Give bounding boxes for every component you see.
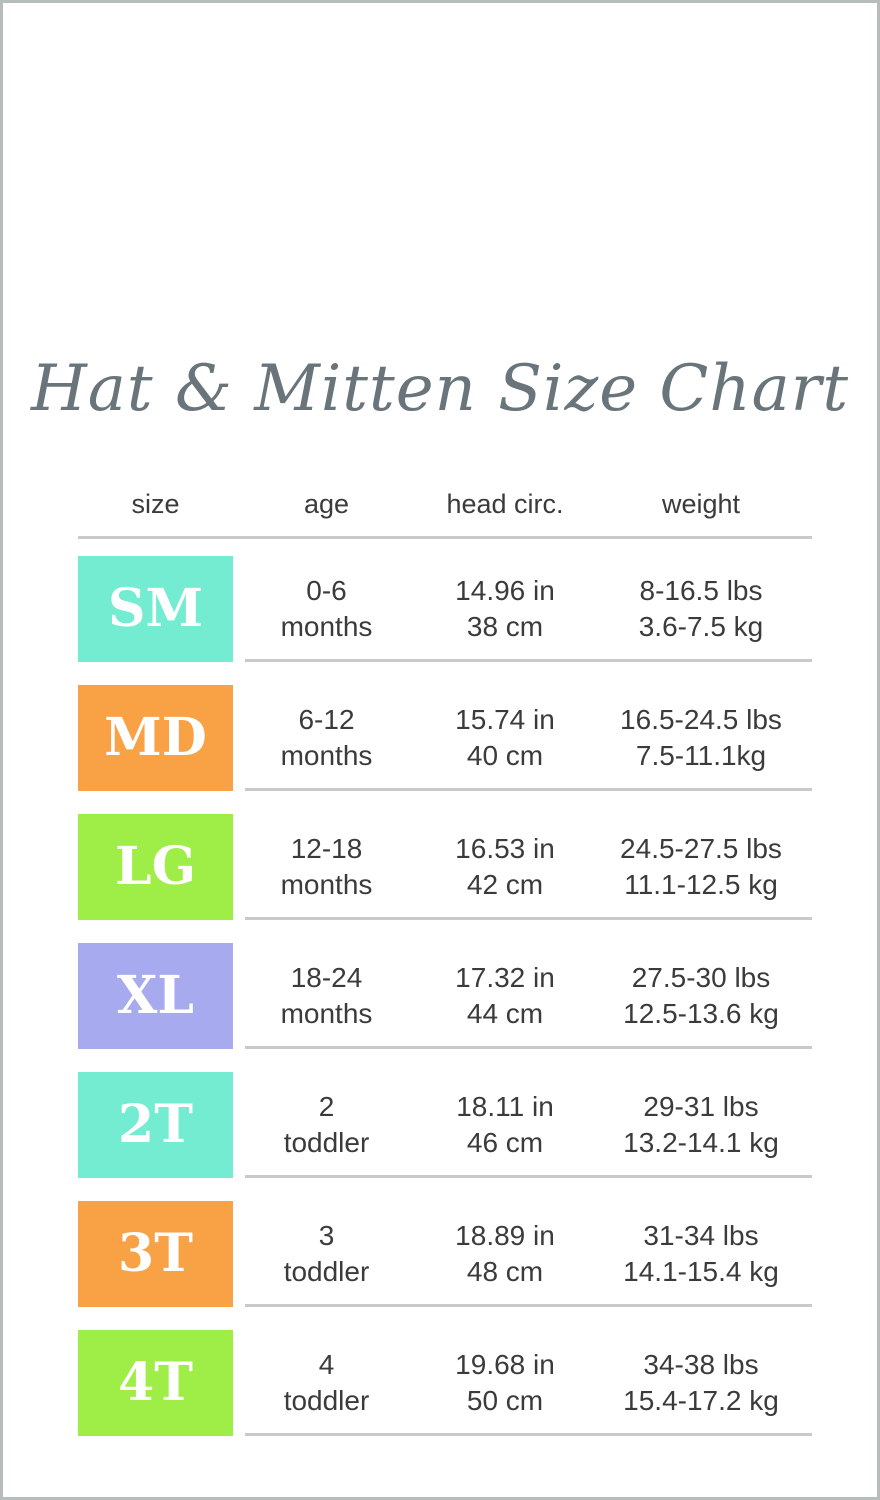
age-cell: 3 toddler (233, 1184, 420, 1313)
age-line2: toddler (283, 1255, 370, 1287)
weight-cell: 27.5-30 lbs 12.5-13.6 kg (590, 926, 812, 1055)
column-header-size: size (131, 488, 180, 519)
head-circ-cell: 18.11 in 46 cm (420, 1055, 590, 1184)
head-circ-cell: 16.53 in 42 cm (420, 797, 590, 926)
weight-kg: 12.5-13.6 kg (623, 997, 779, 1029)
head-in: 18.11 in (456, 1090, 554, 1122)
row-divider (245, 1045, 812, 1049)
head-circ-cell: 18.89 in 48 cm (420, 1184, 590, 1313)
head-cm: 44 cm (466, 997, 544, 1029)
weight-kg: 7.5-11.1kg (635, 739, 767, 771)
head-in: 18.89 in (455, 1219, 555, 1251)
age-cell: 18-24 months (233, 926, 420, 1055)
age-line2: months (280, 739, 373, 771)
head-circ-cell: 15.74 in 40 cm (420, 668, 590, 797)
weight-kg: 3.6-7.5 kg (638, 610, 764, 642)
head-cm: 46 cm (466, 1126, 544, 1158)
row-divider (245, 787, 812, 791)
age-line2: months (280, 868, 373, 900)
size-badge: LG (78, 813, 233, 920)
table-row: 3T 3 toddler 18.89 in 48 cm 31-34 lbs 14… (78, 1184, 812, 1313)
size-badge: XL (78, 942, 233, 1049)
head-cm: 40 cm (466, 739, 544, 771)
age-cell: 0-6 months (233, 539, 420, 668)
age-line2: toddler (283, 1384, 370, 1416)
table-header-row: size age head circ. weight (78, 489, 812, 539)
age-line1: 2 (318, 1090, 335, 1122)
size-badge: 2T (78, 1071, 233, 1178)
weight-lbs: 24.5-27.5 lbs (620, 832, 782, 864)
weight-lbs: 16.5-24.5 lbs (620, 703, 782, 735)
age-line2: months (280, 997, 373, 1029)
table-row: LG 12-18 months 16.53 in 42 cm 24.5-27.5… (78, 797, 812, 926)
row-divider (245, 916, 812, 920)
age-cell: 2 toddler (233, 1055, 420, 1184)
table-row: 4T 4 toddler 19.68 in 50 cm 34-38 lbs 15… (78, 1313, 812, 1442)
size-badge: 3T (78, 1200, 233, 1307)
head-in: 14.96 in (455, 574, 555, 606)
weight-lbs: 29-31 lbs (643, 1090, 759, 1122)
table-row: XL 18-24 months 17.32 in 44 cm 27.5-30 l… (78, 926, 812, 1055)
head-circ-cell: 14.96 in 38 cm (420, 539, 590, 668)
head-in: 19.68 in (455, 1348, 555, 1380)
age-line1: 4 (318, 1348, 335, 1380)
age-line1: 18-24 (290, 961, 363, 993)
head-in: 16.53 in (455, 832, 555, 864)
weight-kg: 11.1-12.5 kg (624, 868, 778, 900)
weight-kg: 13.2-14.1 kg (623, 1126, 779, 1158)
head-circ-cell: 19.68 in 50 cm (420, 1313, 590, 1442)
age-line2: toddler (283, 1126, 370, 1158)
age-line1: 3 (318, 1219, 335, 1251)
head-circ-cell: 17.32 in 44 cm (420, 926, 590, 1055)
table-row: SM 0-6 months 14.96 in 38 cm 8-16.5 lbs … (78, 539, 812, 668)
column-header-head: head circ. (446, 488, 564, 519)
head-cm: 50 cm (466, 1384, 544, 1416)
weight-lbs: 27.5-30 lbs (631, 961, 771, 993)
head-cm: 38 cm (466, 610, 544, 642)
weight-cell: 29-31 lbs 13.2-14.1 kg (590, 1055, 812, 1184)
head-cm: 48 cm (466, 1255, 544, 1287)
age-cell: 6-12 months (233, 668, 420, 797)
size-badge: SM (78, 555, 233, 662)
table-row: 2T 2 toddler 18.11 in 46 cm 29-31 lbs 13… (78, 1055, 812, 1184)
age-cell: 4 toddler (233, 1313, 420, 1442)
row-divider (245, 658, 812, 662)
weight-kg: 14.1-15.4 kg (623, 1255, 779, 1287)
weight-cell: 24.5-27.5 lbs 11.1-12.5 kg (590, 797, 812, 926)
weight-lbs: 34-38 lbs (643, 1348, 759, 1380)
column-header-weight: weight (661, 488, 741, 519)
weight-cell: 34-38 lbs 15.4-17.2 kg (590, 1313, 812, 1442)
row-divider (245, 1174, 812, 1178)
age-line1: 0-6 (306, 574, 347, 606)
weight-cell: 31-34 lbs 14.1-15.4 kg (590, 1184, 812, 1313)
size-badge: MD (78, 684, 233, 791)
column-header-age: age (303, 488, 350, 519)
weight-kg: 15.4-17.2 kg (623, 1384, 779, 1416)
age-cell: 12-18 months (233, 797, 420, 926)
head-cm: 42 cm (466, 868, 544, 900)
table-row: MD 6-12 months 15.74 in 40 cm 16.5-24.5 … (78, 668, 812, 797)
page-title: Hat & Mitten Size Chart (30, 352, 850, 426)
age-line1: 6-12 (298, 703, 355, 735)
head-in: 17.32 in (455, 961, 555, 993)
weight-lbs: 31-34 lbs (643, 1219, 759, 1251)
weight-lbs: 8-16.5 lbs (639, 574, 763, 606)
weight-cell: 8-16.5 lbs 3.6-7.5 kg (590, 539, 812, 668)
size-table: size age head circ. weight SM 0-6 months… (78, 489, 812, 1442)
age-line1: 12-18 (290, 832, 363, 864)
age-line2: months (280, 610, 373, 642)
row-divider (245, 1432, 812, 1436)
weight-cell: 16.5-24.5 lbs 7.5-11.1kg (590, 668, 812, 797)
head-in: 15.74 in (455, 703, 555, 735)
size-badge: 4T (78, 1329, 233, 1436)
row-divider (245, 1303, 812, 1307)
